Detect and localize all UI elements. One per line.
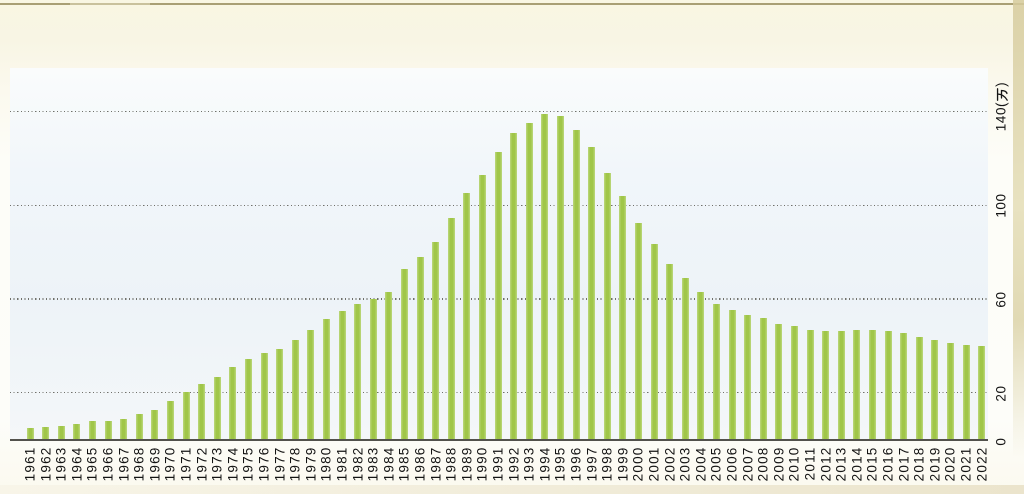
bar	[120, 418, 128, 440]
bar	[744, 314, 752, 440]
bottom-page-edge	[0, 485, 1024, 494]
bar	[322, 319, 330, 440]
bar	[775, 323, 783, 440]
bar	[915, 336, 923, 440]
bar	[198, 383, 206, 440]
bar	[88, 421, 96, 440]
bar	[806, 329, 814, 440]
bar	[884, 330, 892, 440]
bar	[213, 376, 221, 440]
y-tick-value: 60	[993, 291, 1009, 308]
bar	[166, 401, 174, 440]
bar	[447, 218, 455, 440]
man-kanji-glyph	[996, 88, 1008, 101]
bar	[26, 428, 34, 440]
bar	[666, 264, 674, 440]
bar	[57, 425, 65, 440]
bar	[572, 130, 580, 440]
bar	[400, 268, 408, 440]
bar	[946, 342, 954, 440]
bar	[291, 340, 299, 440]
y-tick-label: 100	[994, 177, 1009, 235]
bar	[868, 329, 876, 440]
bar	[650, 244, 658, 440]
bar	[354, 303, 362, 440]
bar	[135, 414, 143, 440]
bar	[385, 292, 393, 440]
y-tick-label: 60	[994, 270, 1009, 328]
bar	[276, 348, 284, 440]
bar	[759, 318, 767, 440]
y-tick-label: 20	[994, 364, 1009, 422]
bar	[837, 330, 845, 440]
bar	[541, 114, 549, 440]
page-top-rule	[0, 3, 1024, 5]
bar	[525, 123, 533, 440]
bar	[416, 257, 424, 440]
bar	[790, 326, 798, 440]
unit-paren-close: )	[993, 81, 1009, 88]
y-tick-value: 20	[993, 384, 1009, 402]
bar	[478, 175, 486, 440]
bar	[588, 146, 596, 440]
bar	[853, 329, 861, 440]
bar	[338, 311, 346, 440]
bar	[822, 330, 830, 440]
bar	[603, 172, 611, 440]
bar	[307, 329, 315, 440]
x-axis-line	[10, 439, 988, 441]
bar	[697, 292, 705, 440]
y-tick-value: 0	[993, 436, 1009, 446]
y-tick-value: 140(	[993, 102, 1009, 132]
bar	[681, 278, 689, 440]
bar	[463, 192, 471, 440]
bar	[634, 223, 642, 440]
bar	[229, 367, 237, 440]
bar	[244, 359, 252, 440]
bar	[494, 151, 502, 440]
bar	[556, 116, 564, 440]
bar	[962, 345, 970, 440]
y-tick-value: 100	[993, 193, 1009, 218]
bar	[104, 421, 112, 440]
bar	[151, 409, 159, 440]
bar	[712, 303, 720, 440]
bar	[73, 423, 81, 440]
bar	[182, 391, 190, 440]
bar	[369, 299, 377, 440]
bar	[619, 196, 627, 440]
bar	[260, 353, 268, 440]
right-page-edge	[1013, 0, 1024, 458]
bar	[42, 427, 50, 440]
bar	[728, 309, 736, 440]
gridline	[10, 110, 988, 113]
bar	[432, 241, 440, 440]
bar	[978, 346, 986, 440]
bar	[900, 333, 908, 440]
y-tick-label: 140()	[994, 78, 1009, 136]
bar	[510, 132, 518, 440]
bar	[931, 340, 939, 440]
